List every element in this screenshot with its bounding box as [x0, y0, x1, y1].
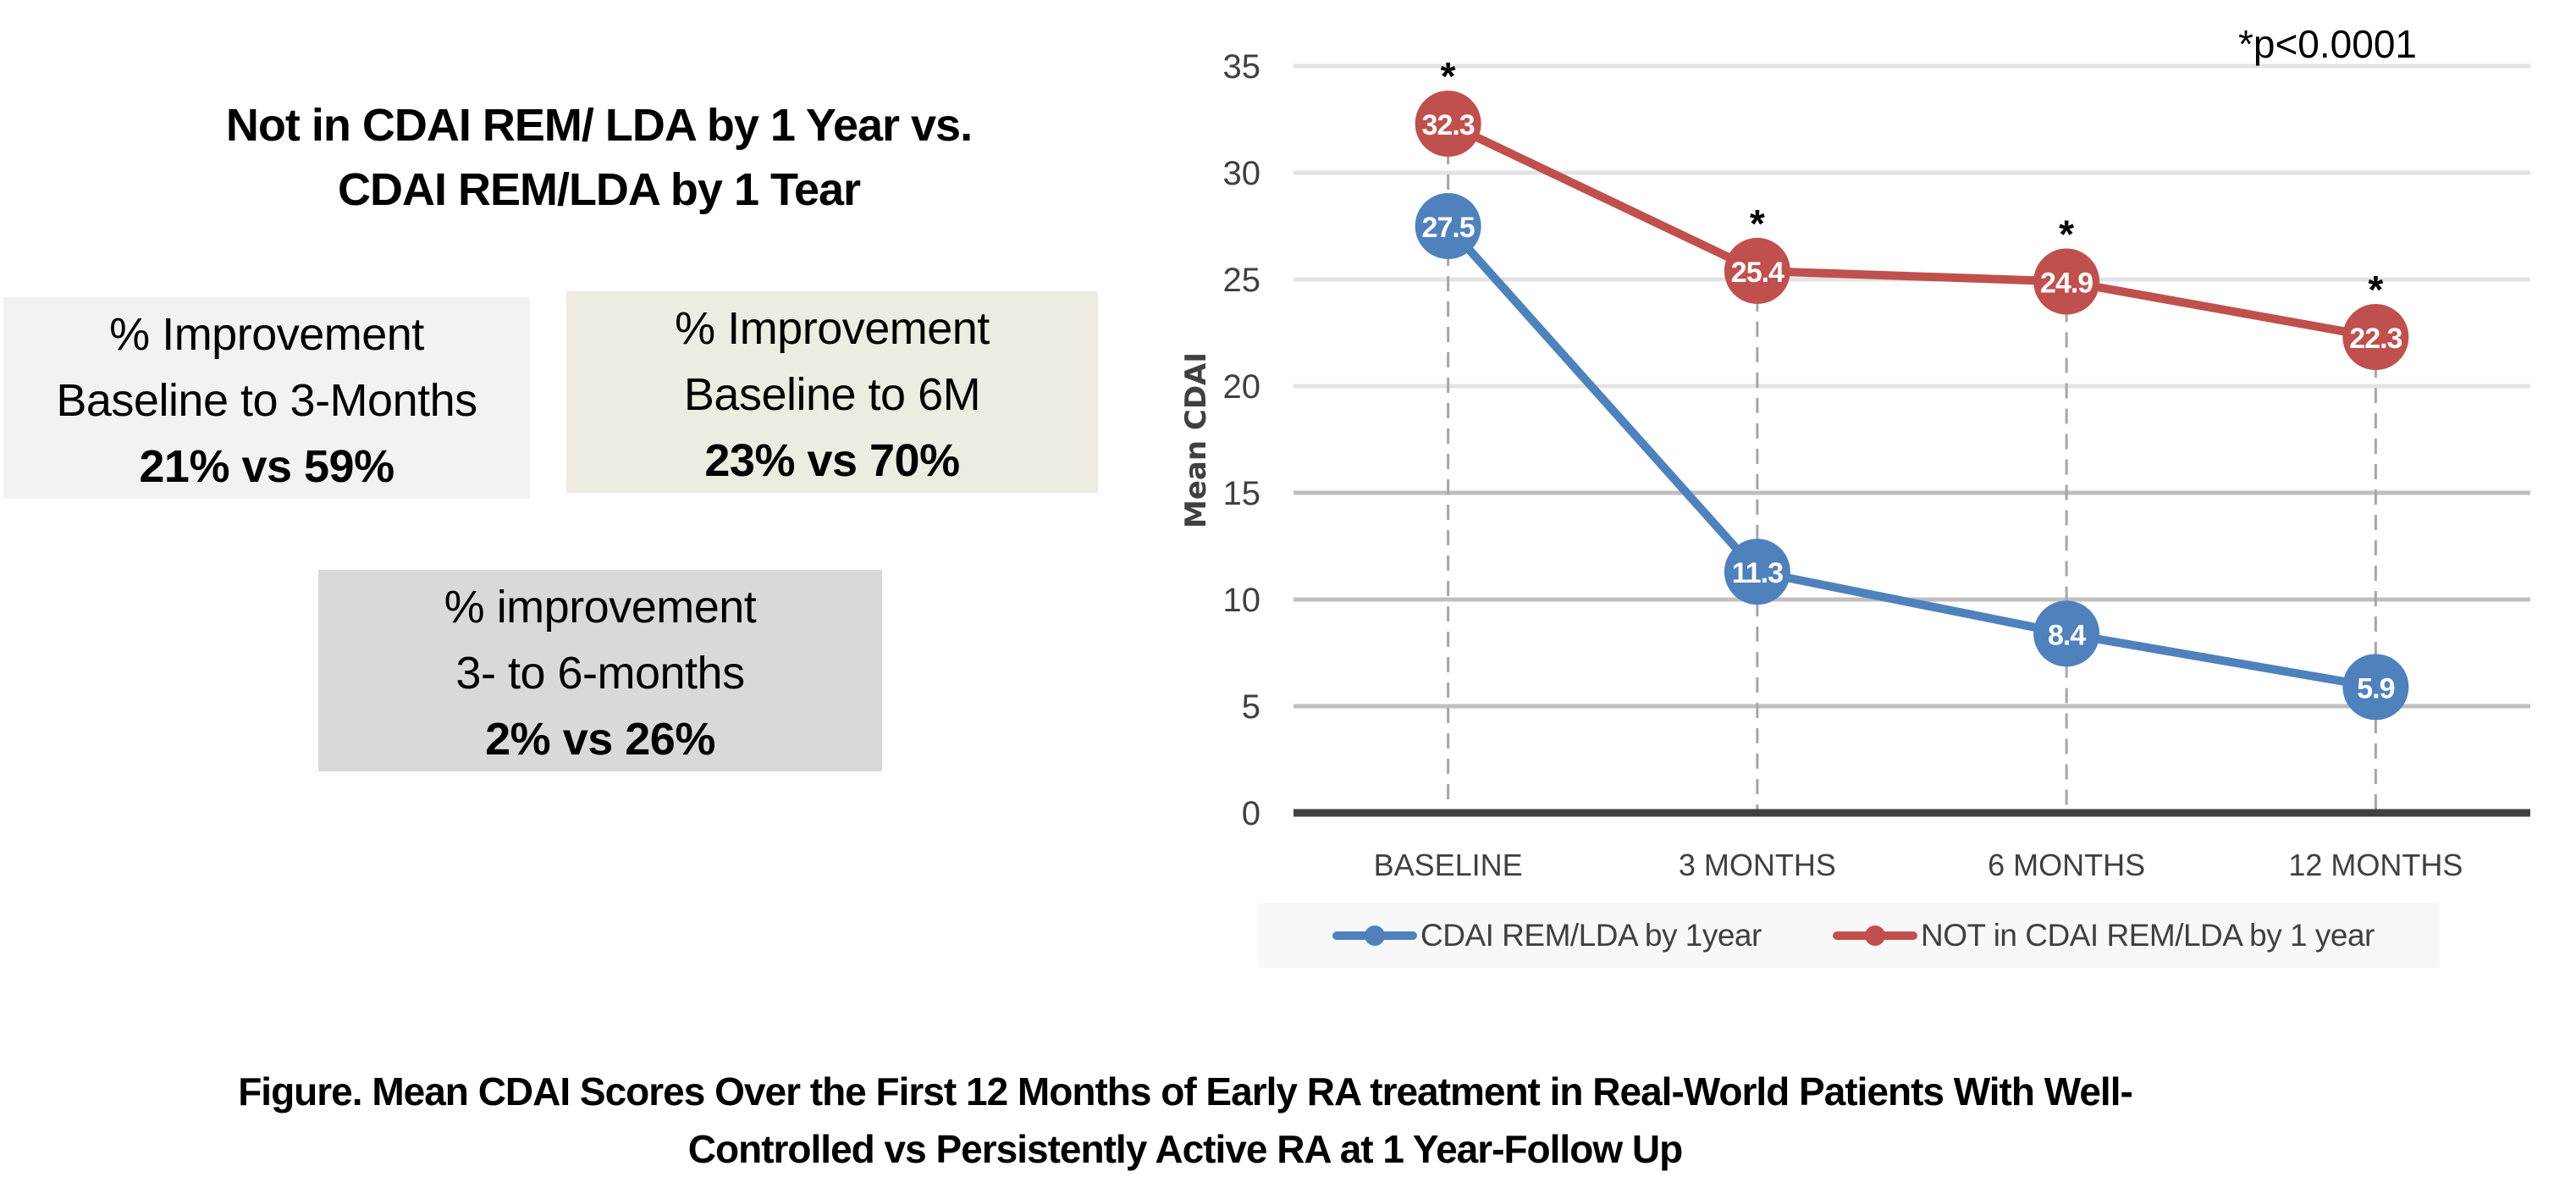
y-tick-label: 0 — [1242, 795, 1260, 832]
significance-marker: * — [1750, 202, 1765, 246]
data-label: 32.3 — [1422, 109, 1475, 141]
data-label: 8.4 — [2048, 619, 2086, 651]
series-line — [1444, 223, 2377, 692]
significance-marker: * — [2059, 213, 2074, 257]
x-tick-labels: BASELINE 3 MONTHS 6 MONTHS 12 MONTHS — [1374, 848, 2463, 882]
box-heading: % Improvement — [675, 303, 990, 354]
series-group: 27.5 11.3 8.4 5.9 32.3 25.4 24.9 22.3 — [1415, 91, 2409, 721]
x-tick-label: 12 MONTHS — [2288, 848, 2463, 882]
improvement-box-baseline-3m: % Improvement Baseline to 3-Months 21% v… — [3, 297, 530, 499]
data-label: 27.5 — [1422, 212, 1475, 244]
data-label: 5.9 — [2357, 672, 2394, 704]
y-tick-label: 25 — [1223, 262, 1261, 299]
box-heading: % improvement — [444, 582, 757, 633]
y-tick-label: 5 — [1242, 688, 1260, 726]
figure-caption: Figure. Mean CDAI Scores Over the First … — [85, 1063, 2286, 1178]
significance-markers: * * * * — [1441, 54, 2384, 312]
series-rem-lda: 27.5 11.3 8.4 5.9 — [1415, 193, 2409, 721]
improvement-box-3m-6m: % improvement 3- to 6-months 2% vs 26% — [318, 570, 882, 771]
legend-line-marker-icon — [1833, 903, 1917, 968]
comparison-title: Not in CDAI REM/ LDA by 1 Year vs. CDAI … — [68, 93, 1130, 222]
caption-line-1: Figure. Mean CDAI Scores Over the First … — [238, 1069, 2133, 1113]
data-point — [1415, 91, 1481, 157]
box-period: Baseline to 3-Months — [56, 375, 477, 426]
y-tick-label: 20 — [1223, 368, 1261, 406]
data-point — [1724, 539, 1790, 605]
legend-label: NOT in CDAI REM/LDA by 1 year — [1921, 917, 2375, 953]
x-tick-label: 6 MONTHS — [1988, 848, 2145, 882]
box-value: 21% vs 59% — [139, 441, 394, 492]
series-line — [1446, 119, 2377, 341]
y-tick-label: 10 — [1223, 582, 1261, 619]
legend-label: CDAI REM/LDA by 1year — [1420, 917, 1762, 953]
significance-marker: * — [1441, 54, 1456, 98]
y-tick-label: 30 — [1223, 155, 1261, 192]
y-tick-labels: 0 5 10 15 20 25 30 35 — [1223, 48, 1261, 832]
data-label: 25.4 — [1731, 257, 1784, 289]
box-period: 3- to 6-months — [455, 648, 745, 699]
data-point — [2342, 304, 2409, 371]
x-tick-label: 3 MONTHS — [1679, 848, 1836, 882]
significance-marker: * — [2368, 268, 2383, 312]
drop-lines — [1447, 124, 2377, 813]
x-tick-label: BASELINE — [1374, 848, 1523, 882]
box-value: 23% vs 70% — [704, 435, 960, 486]
data-point — [1415, 193, 1481, 259]
legend-item-not-rem-lda: NOT in CDAI REM/LDA by 1 year — [1833, 903, 2375, 968]
legend-line-marker-icon — [1332, 903, 1417, 968]
data-point — [2033, 600, 2100, 667]
box-period: Baseline to 6M — [683, 369, 981, 420]
caption-line-2: Controlled vs Persistently Active RA at … — [687, 1127, 1683, 1171]
gridlines — [1294, 64, 2530, 709]
series-not-rem-lda: 32.3 25.4 24.9 22.3 — [1415, 91, 2409, 371]
data-point — [1724, 237, 1790, 304]
data-label: 22.3 — [2349, 323, 2402, 355]
box-value: 2% vs 26% — [485, 714, 715, 765]
y-tick-label: 15 — [1223, 475, 1261, 512]
data-point — [2342, 654, 2409, 721]
data-label: 24.9 — [2040, 268, 2093, 300]
title-line-1: Not in CDAI REM/ LDA by 1 Year vs. — [225, 100, 973, 151]
y-tick-label: 35 — [1223, 48, 1261, 86]
y-axis-label: Mean CDAI — [1179, 352, 1213, 528]
data-label: 11.3 — [1732, 557, 1783, 589]
p-value-annotation: *p<0.0001 — [2238, 22, 2417, 66]
legend-item-rem-lda: CDAI REM/LDA by 1year — [1332, 903, 1762, 968]
data-point — [2033, 248, 2100, 315]
box-heading: % Improvement — [109, 309, 424, 360]
improvement-box-baseline-6m: % Improvement Baseline to 6M 23% vs 70% — [566, 291, 1098, 493]
legend: CDAI REM/LDA by 1year NOT in CDAI REM/LD… — [1258, 903, 2440, 968]
title-line-2: CDAI REM/LDA by 1 Tear — [337, 164, 861, 215]
